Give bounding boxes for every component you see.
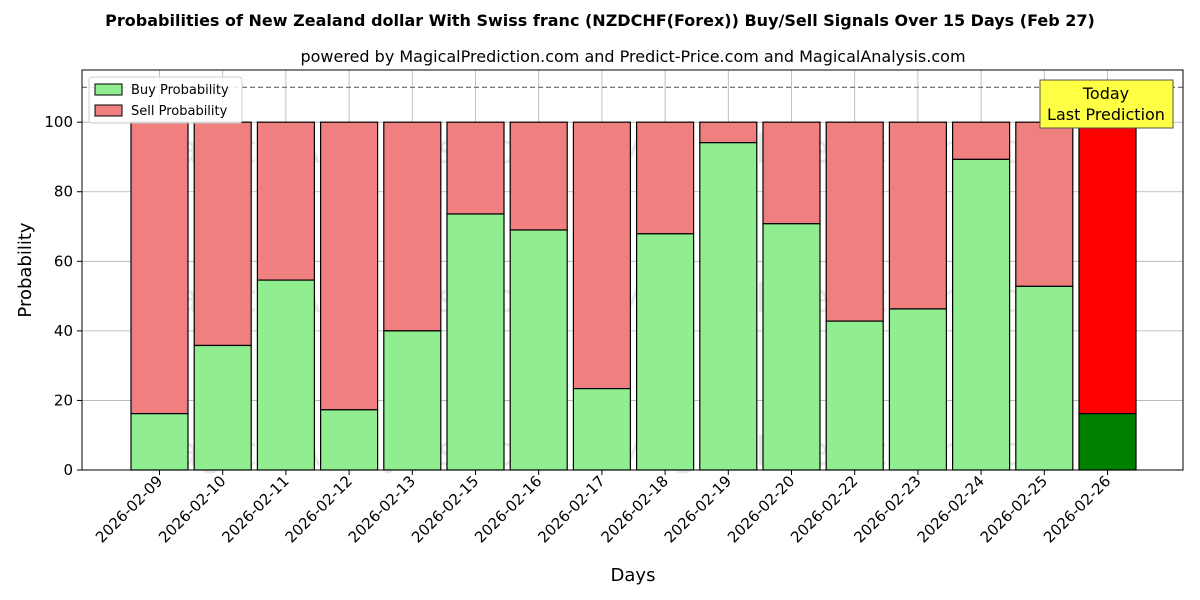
buy-bar [888, 308, 948, 471]
buy-bar [699, 142, 758, 471]
x-tick-label: 2026-02-13 [345, 472, 419, 546]
y-axis-label: Probability [15, 222, 36, 317]
buy-bar [193, 344, 252, 471]
buy-bar [446, 213, 505, 471]
y-tick-label: 100 [44, 113, 73, 131]
y-tick-label: 0 [63, 461, 73, 479]
x-tick-label: 2026-02-15 [408, 472, 482, 546]
legend-swatch [94, 104, 123, 117]
legend-label: Buy Probability [131, 83, 229, 98]
y-tick-label: 20 [54, 391, 73, 409]
sell-bar [446, 121, 505, 215]
legend: Buy Probability Sell Probability [88, 76, 243, 124]
y-tick-label: 60 [54, 252, 73, 270]
x-axis: 2026-02-092026-02-102026-02-112026-02-12… [92, 470, 1114, 546]
x-tick-label: 2026-02-24 [914, 472, 988, 546]
legend-label: Sell Probability [131, 104, 228, 119]
x-tick-label: 2026-02-11 [218, 472, 292, 546]
bars-layer [130, 121, 1137, 471]
y-axis: 0 20 40 60 80 100 [44, 113, 82, 479]
x-tick-label: 2026-02-16 [471, 472, 545, 546]
sell-bar [256, 121, 315, 281]
buy-bar [825, 320, 884, 471]
today-annotation: Today Last Prediction [1039, 79, 1174, 129]
last-prediction-label: Last Prediction [1047, 105, 1165, 124]
x-tick-label: 2026-02-09 [92, 472, 166, 546]
sell-bar [509, 121, 568, 231]
x-tick-label: 2026-02-18 [598, 472, 672, 546]
buy-bar [572, 388, 632, 471]
sell-bar [951, 121, 1011, 160]
y-tick-label: 80 [54, 183, 73, 201]
sell-bar [383, 121, 442, 332]
sell-bar [825, 121, 884, 322]
legend-frame [88, 76, 243, 124]
legend-swatch [94, 83, 123, 96]
x-tick-label: 2026-02-17 [534, 472, 608, 546]
buy-bar [762, 223, 821, 471]
buy-bar [509, 229, 568, 471]
x-tick-label: 2026-02-26 [1040, 472, 1114, 546]
buy-bar [383, 330, 442, 471]
sell-bar [699, 121, 758, 144]
sell-bar [888, 121, 948, 310]
buy-bar [256, 279, 315, 471]
buy-bar [1078, 413, 1137, 471]
x-tick-label: 2026-02-25 [977, 472, 1051, 546]
x-tick-label: 2026-02-22 [787, 472, 861, 546]
sell-bar [320, 121, 379, 411]
buy-bar [951, 158, 1011, 471]
chart-subtitle: powered by MagicalPrediction.com and Pre… [300, 47, 965, 66]
chart-title: Probabilities of New Zealand dollar With… [105, 11, 1095, 30]
buy-bar [130, 413, 189, 471]
plot-frame [81, 69, 1184, 471]
x-tick-label: 2026-02-23 [850, 472, 924, 546]
sell-bar [572, 121, 632, 390]
today-label: Today [1082, 84, 1129, 103]
x-tick-label: 2026-02-12 [282, 472, 356, 546]
y-tick-label: 40 [54, 322, 73, 340]
sell-bar [193, 121, 252, 347]
buy-bar [635, 233, 695, 471]
buy-bar [320, 409, 379, 471]
x-tick-label: 2026-02-20 [724, 472, 798, 546]
sell-bar [762, 121, 821, 225]
sell-bar [1015, 121, 1074, 287]
x-tick-label: 2026-02-10 [155, 472, 229, 546]
x-tick-label: 2026-02-19 [661, 472, 735, 546]
sell-bar [130, 121, 189, 415]
x-axis-label: Days [611, 565, 656, 586]
today-box-frame [1039, 79, 1174, 129]
sell-bar [1078, 121, 1137, 415]
buy-bar [1015, 285, 1074, 471]
sell-bar [635, 121, 695, 235]
